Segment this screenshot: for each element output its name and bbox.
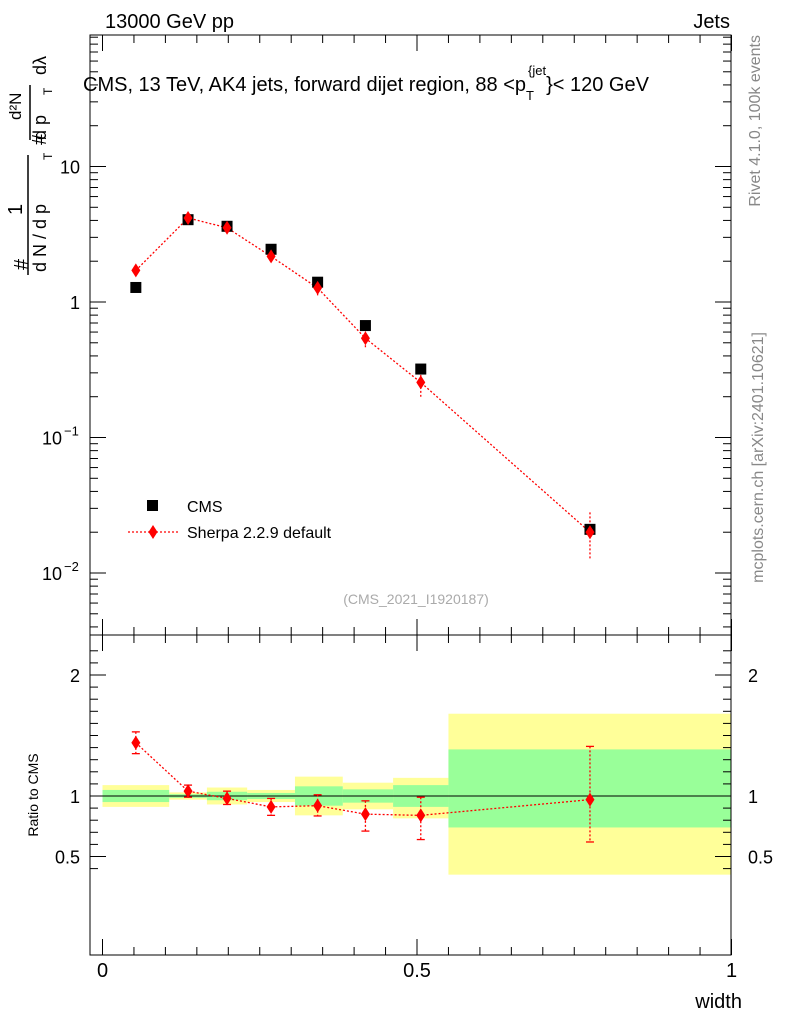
sherpa-point [131,263,141,278]
ratio-ytick-label-right: 0.5 [748,848,773,868]
sherpa-point [183,210,193,225]
legend-sherpa-marker [148,525,158,539]
ratio-sherpa-line [135,742,591,817]
ratio-ytick-label: 0.5 [55,848,80,868]
ratio-sherpa-point [183,784,193,799]
main-ylabel: # 1 d N / d p T # d²N d p T dλ [5,56,55,275]
sherpa-point [585,525,595,540]
ylabel-den: d p [30,115,50,140]
ylabel-num: d²N [6,93,25,120]
header-right: Jets [693,11,730,33]
legend-cms-marker [147,500,158,511]
main-ytick-exponent: −1 [64,424,79,439]
legend-cms-label: CMS [187,499,223,516]
ylabel-one: 1 [5,204,27,215]
xtick-label: 1 [726,960,737,982]
chart-title: CMS, 13 TeV, AK4 jets, forward dijet reg… [83,63,650,103]
ratio-bands [102,713,731,875]
sherpa-point [266,249,276,264]
main-frame [89,34,732,636]
cms-point [130,281,142,293]
ylabel-T-1: T [41,152,55,160]
ratio-ticks: 0.5 0.5 1 1 2 2 0 0.5 1 [55,635,773,982]
ratio-frame [89,634,732,956]
title-post: }< 120 GeV [546,74,650,96]
main-ytick-exponent: −2 [64,559,79,574]
ylabel-hash-2: # [29,133,51,145]
ratio-marks [131,731,595,843]
cms-point [359,320,371,332]
main-marks [130,210,596,560]
cms-point [415,363,427,375]
mcplots-label: mcplots.cern.ch [arXiv:2401.10621] [750,332,767,583]
main-ytick-label: 10 [42,564,62,584]
ylabel-T-2: T [41,87,55,95]
ratio-ytick-label-right: 2 [748,666,758,686]
ylabel-dlambda: dλ [30,56,50,75]
sherpa-point [313,280,323,295]
rivet-label: Rivet 4.1.0, 100k events [747,35,764,207]
header-left: 13000 GeV pp [105,11,234,33]
title-sub: T [526,88,534,103]
legend: CMS Sherpa 2.2.9 default [128,499,332,542]
ratio-sherpa-point [585,792,595,807]
title-sup: {jet [528,63,546,78]
ratio-sherpa-point [131,735,141,750]
title-main: CMS, 13 TeV, AK4 jets, forward dijet reg… [83,74,526,96]
xtick-label: 0.5 [403,960,431,982]
ratio-ytick-label: 1 [70,787,80,807]
main-ytick-label: 10 [60,158,80,178]
ratio-panel: 0.5 0.5 1 1 2 2 0 0.5 1 Ratio to CMS width [25,634,773,1013]
sherpa-line [135,217,591,533]
ratio-sherpa-point [360,807,370,822]
main-ytick-label: 10 [42,429,62,449]
xtick-label: 0 [97,960,108,982]
ratio-sherpa-point [313,798,323,813]
main-ytick-label: 1 [70,293,80,313]
ratio-ytick-label: 2 [70,666,80,686]
sherpa-point [416,375,426,390]
analysis-watermark: (CMS_2021_I1920187) [343,591,489,607]
sherpa-point [360,331,370,346]
xlabel: width [694,991,742,1013]
ratio-sherpa-point [266,799,276,814]
ylabel-dN: d N / d p [30,204,50,272]
ratio-sherpa-point [222,791,232,806]
ratio-ylabel: Ratio to CMS [25,753,41,836]
ratio-sherpa-point [416,808,426,823]
ratio-ytick-label-right: 1 [748,787,758,807]
legend-sherpa-label: Sherpa 2.2.9 default [187,525,332,542]
sherpa-point [222,220,232,235]
cms-point [265,243,277,255]
